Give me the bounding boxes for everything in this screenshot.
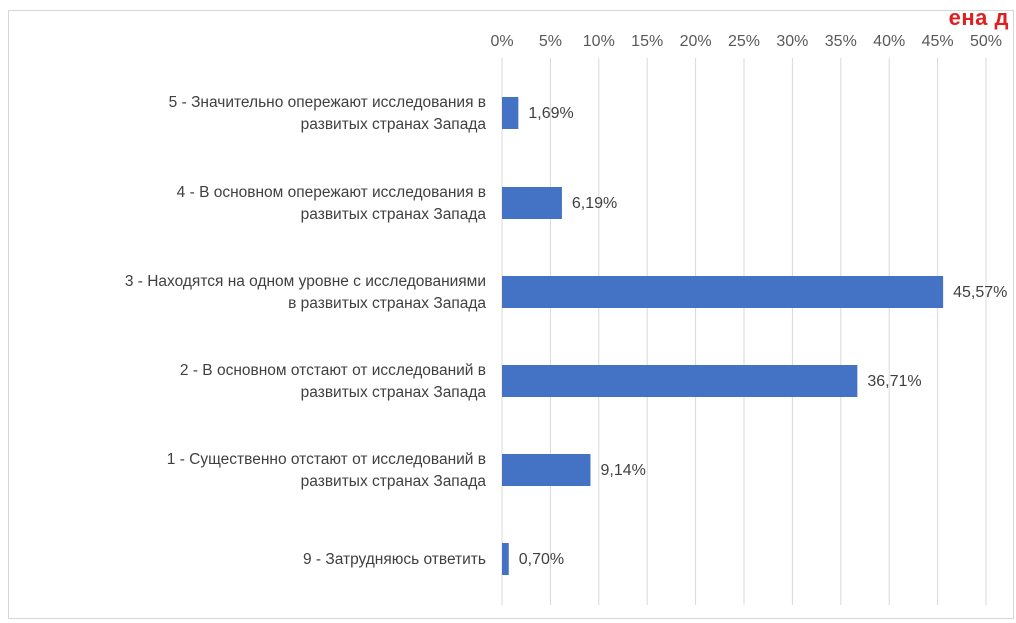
x-tick-label: 5% xyxy=(539,33,562,50)
category-label: 3 - Находятся на одном уровне с исследов… xyxy=(125,273,486,290)
category-label: в развитых странах Запада xyxy=(288,295,486,312)
x-tick-label: 45% xyxy=(922,33,954,50)
x-tick-label: 10% xyxy=(583,33,615,50)
category-label: 1 - Существенно отстают от исследований … xyxy=(167,451,486,468)
x-tick-label: 35% xyxy=(825,33,857,50)
bar xyxy=(502,276,944,308)
corner-heading-fragment: ена д xyxy=(948,5,1009,30)
x-tick-label: 30% xyxy=(776,33,808,50)
bar xyxy=(502,97,519,129)
x-tick-label: 20% xyxy=(680,33,712,50)
category-label: 4 - В основном опережают исследования в xyxy=(177,184,486,201)
x-tick-label: 50% xyxy=(970,33,1002,50)
bar xyxy=(502,187,562,219)
category-label: развитых странах Запада xyxy=(301,473,487,490)
data-label: 9,14% xyxy=(600,462,645,479)
x-tick-label: 0% xyxy=(490,33,513,50)
data-label: 36,71% xyxy=(867,373,921,390)
x-tick-label: 40% xyxy=(873,33,905,50)
x-tick-label: 25% xyxy=(728,33,760,50)
category-label: развитых странах Запада xyxy=(301,384,487,401)
category-label: развитых странах Запада xyxy=(301,206,487,223)
category-label: 2 - В основном отстают от исследований в xyxy=(180,362,486,379)
bar xyxy=(502,454,591,486)
data-label: 6,19% xyxy=(572,195,617,212)
category-label: развитых странах Запада xyxy=(301,116,487,133)
x-tick-label: 15% xyxy=(631,33,663,50)
category-label: 5 - Значительно опережают исследования в xyxy=(169,94,486,111)
data-label: 1,69% xyxy=(528,105,573,122)
bar xyxy=(502,365,858,397)
data-label: 45,57% xyxy=(953,284,1007,301)
category-label: 9 - Затрудняюсь ответить xyxy=(303,551,486,568)
data-label: 0,70% xyxy=(519,551,564,568)
bar xyxy=(502,543,509,575)
